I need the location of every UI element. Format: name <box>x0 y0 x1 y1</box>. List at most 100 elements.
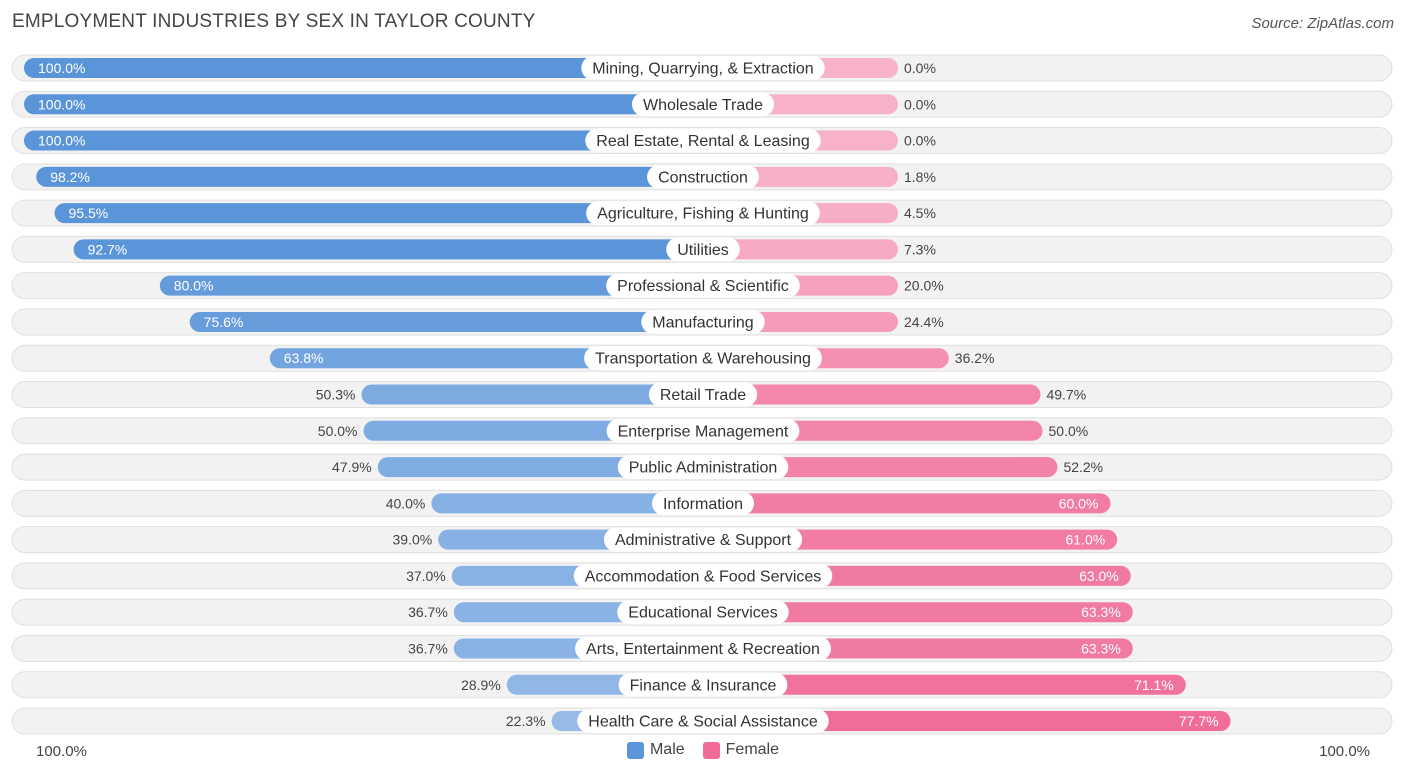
male-value-label: 100.0% <box>38 60 85 76</box>
female-value-label: 36.2% <box>955 350 995 366</box>
female-value-label: 24.4% <box>904 314 944 330</box>
legend: Male Female <box>0 741 1406 759</box>
male-bar <box>54 203 704 224</box>
legend-label-male: Male <box>649 741 685 758</box>
female-value-label: 77.7% <box>1179 713 1219 729</box>
male-bar <box>73 239 703 260</box>
female-bar <box>703 384 1041 405</box>
female-value-label: 49.7% <box>1046 387 1086 403</box>
female-value-label: 61.0% <box>1065 532 1105 548</box>
category-label: Information <box>663 496 743 513</box>
category-pill <box>647 164 759 189</box>
legend-item-male[interactable]: Male <box>626 741 685 759</box>
category-label: Wholesale Trade <box>643 97 763 114</box>
category-pill <box>581 56 825 80</box>
female-value-label: 52.2% <box>1063 459 1103 475</box>
category-pill <box>651 491 755 516</box>
female-value-label: 60.0% <box>1059 495 1099 511</box>
female-bar <box>703 602 1133 623</box>
male-bar <box>431 493 703 514</box>
category-pill <box>666 237 740 262</box>
category-label: Real Estate, Rental & Leasing <box>596 133 809 150</box>
category-label: Health Care & Social Assistance <box>588 714 818 731</box>
male-bar <box>189 311 703 332</box>
male-value-label: 40.0% <box>386 495 426 511</box>
male-value-label: 36.7% <box>408 604 448 620</box>
female-value-label: 63.0% <box>1079 568 1119 584</box>
male-value-label: 92.7% <box>88 241 128 257</box>
category-pill <box>575 636 831 661</box>
category-pill <box>617 600 789 625</box>
category-label: Accommodation & Food Services <box>585 568 822 585</box>
category-pill <box>586 201 820 226</box>
female-bar <box>703 493 1111 514</box>
male-value-label: 95.5% <box>69 205 109 221</box>
female-value-label: 4.5% <box>904 205 936 221</box>
category-pill <box>618 672 788 697</box>
male-value-label: 37.0% <box>406 568 446 584</box>
category-pill <box>606 273 800 298</box>
axis-right-label: 100.0% <box>1319 743 1370 760</box>
male-value-label: 75.6% <box>204 314 244 330</box>
female-value-label: 20.0% <box>904 278 944 294</box>
category-pill <box>603 527 803 552</box>
category-label: Agriculture, Fishing & Hunting <box>597 206 809 223</box>
male-value-label: 22.3% <box>506 713 546 729</box>
female-bar <box>703 711 1231 732</box>
male-value-label: 63.8% <box>284 350 324 366</box>
male-value-label: 100.0% <box>38 133 85 149</box>
female-value-label: 50.0% <box>1049 423 1089 439</box>
female-value-label: 63.3% <box>1081 640 1121 656</box>
female-value-label: 0.0% <box>904 133 936 149</box>
female-value-label: 7.3% <box>904 241 936 257</box>
female-bar <box>703 674 1186 695</box>
category-label: Educational Services <box>628 605 777 622</box>
male-value-label: 39.0% <box>392 532 432 548</box>
category-label: Professional & Scientific <box>617 278 789 295</box>
category-pill <box>577 709 829 734</box>
category-label: Utilities <box>677 242 729 259</box>
category-label: Finance & Insurance <box>630 677 777 694</box>
male-bar <box>24 130 703 151</box>
male-bar <box>24 58 703 78</box>
male-value-label: 50.3% <box>316 387 356 403</box>
category-label: Retail Trade <box>660 387 746 404</box>
male-bar <box>24 94 703 115</box>
male-value-label: 47.9% <box>332 459 372 475</box>
male-bar <box>36 166 704 187</box>
category-pill <box>606 418 800 443</box>
male-bar <box>361 384 703 405</box>
category-label: Administrative & Support <box>615 532 792 549</box>
female-value-label: 63.3% <box>1081 604 1121 620</box>
category-pill <box>585 128 821 153</box>
legend-swatch-male <box>626 741 644 759</box>
chart-title: EMPLOYMENT INDUSTRIES BY SEX IN TAYLOR C… <box>12 11 536 32</box>
female-bar <box>703 457 1058 478</box>
male-value-label: 80.0% <box>174 278 214 294</box>
female-value-label: 0.0% <box>904 60 936 76</box>
female-value-label: 1.8% <box>904 169 936 185</box>
male-value-label: 100.0% <box>38 96 85 112</box>
category-label: Manufacturing <box>652 314 753 331</box>
legend-label-female: Female <box>725 741 780 758</box>
category-label: Mining, Quarrying, & Extraction <box>592 61 813 78</box>
male-value-label: 36.7% <box>408 640 448 656</box>
category-label: Construction <box>658 169 748 186</box>
male-value-label: 50.0% <box>318 423 358 439</box>
female-bar <box>703 239 898 260</box>
female-value-label: 0.0% <box>904 96 936 112</box>
category-pill <box>631 92 775 117</box>
category-pill <box>617 455 789 480</box>
category-pill <box>584 346 822 371</box>
category-label: Enterprise Management <box>618 423 789 440</box>
category-label: Transportation & Warehousing <box>595 351 811 368</box>
male-bar <box>159 275 704 296</box>
category-pill <box>641 309 765 334</box>
legend-item-female[interactable]: Female <box>702 741 780 759</box>
source-note: Source: ZipAtlas.com <box>1251 15 1394 32</box>
category-label: Public Administration <box>629 460 778 477</box>
female-bar <box>703 529 1118 550</box>
male-value-label: 98.2% <box>50 169 90 185</box>
category-pill <box>648 382 758 407</box>
